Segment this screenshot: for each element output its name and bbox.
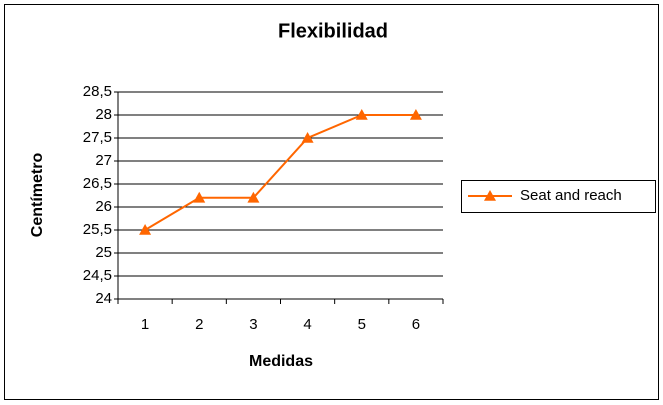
y-tick-label: 27 <box>95 152 112 169</box>
line <box>144 114 416 231</box>
y-tick-label: 25,5 <box>83 221 112 238</box>
y-tick-label: 26,5 <box>83 175 112 192</box>
y-tick-label: 28,5 <box>83 83 112 100</box>
x-tick-label: 1 <box>141 316 149 333</box>
y-axis-label: Centímetro <box>29 153 46 238</box>
marker <box>193 191 206 203</box>
x-axis-label: Medidas <box>249 353 313 370</box>
x-tick-label: 6 <box>412 316 420 333</box>
x-tick-label: 2 <box>195 316 203 333</box>
legend-label: Seat and reach <box>520 187 622 204</box>
y-tick-label: 25 <box>95 244 112 261</box>
x-tick-label: 3 <box>249 316 257 333</box>
marker <box>139 224 152 235</box>
marker <box>409 109 422 120</box>
x-tick-label: 4 <box>303 316 311 333</box>
y-tick-label: 28 <box>95 106 112 123</box>
y-tick-label: 27,5 <box>83 129 112 146</box>
marker <box>355 109 368 120</box>
chart-title: Flexibilidad <box>278 20 388 42</box>
marker <box>247 191 260 203</box>
legend-marker <box>484 190 496 201</box>
y-tick-label: 24,5 <box>83 267 112 284</box>
marker <box>301 132 314 143</box>
y-tick-label: 24 <box>95 290 112 307</box>
x-tick-label: 5 <box>358 316 366 333</box>
y-tick-label: 26 <box>95 198 112 215</box>
